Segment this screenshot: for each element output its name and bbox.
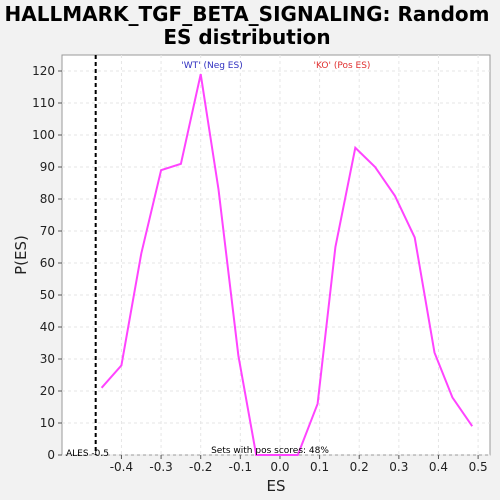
y-tick-label: 120 — [32, 64, 55, 78]
y-tick-label: 60 — [40, 256, 55, 270]
y-tick-label: 100 — [32, 128, 55, 142]
x-tick-label: 0.5 — [469, 460, 488, 474]
y-tick-label: 70 — [40, 224, 55, 238]
x-tick-label: -0.1 — [229, 460, 252, 474]
pos-scores-label: Sets with pos scores: 48% — [211, 446, 329, 456]
y-axis-ticks: 0 10 20 30 40 50 60 70 80 90 100 110 120 — [32, 64, 62, 462]
plot-area — [61, 54, 491, 456]
x-axis-ticks: -0.4 -0.3 -0.2 -0.1 0.0 0.1 0.2 0.3 0.4 0.5 — [110, 455, 488, 474]
y-tick-label: 110 — [32, 96, 55, 110]
series-line-random-es — [100, 73, 474, 456]
chart-title-line2: ES distribution — [163, 25, 330, 49]
x-tick-label: -0.3 — [149, 460, 172, 474]
x-tick-label: 0.4 — [429, 460, 448, 474]
x-tick-label: 0.1 — [310, 460, 329, 474]
y-tick-label: 30 — [40, 352, 55, 366]
x-axis-label: ES — [267, 477, 286, 495]
y-tick-label: 80 — [40, 192, 55, 206]
x-tick-label: -0.4 — [110, 460, 133, 474]
pos-es-label: 'KO' (Pos ES) — [314, 61, 371, 71]
y-tick-label: 10 — [40, 416, 55, 430]
neg-es-label: 'WT' (Neg ES) — [181, 61, 242, 71]
y-tick-label: 0 — [47, 448, 55, 462]
actual-es-label: ALES -0.5 — [66, 449, 109, 459]
y-tick-label: 90 — [40, 160, 55, 174]
y-axis-label: P(ES) — [12, 235, 30, 275]
x-tick-label: 0.3 — [389, 460, 408, 474]
x-tick-label: 0.0 — [270, 460, 289, 474]
x-tick-label: 0.2 — [350, 460, 369, 474]
y-tick-label: 50 — [40, 288, 55, 302]
chart-title-line1: HALLMARK_TGF_BETA_SIGNALING: Random — [5, 2, 490, 26]
x-tick-label: -0.2 — [189, 460, 212, 474]
y-tick-label: 40 — [40, 320, 55, 334]
y-tick-label: 20 — [40, 384, 55, 398]
